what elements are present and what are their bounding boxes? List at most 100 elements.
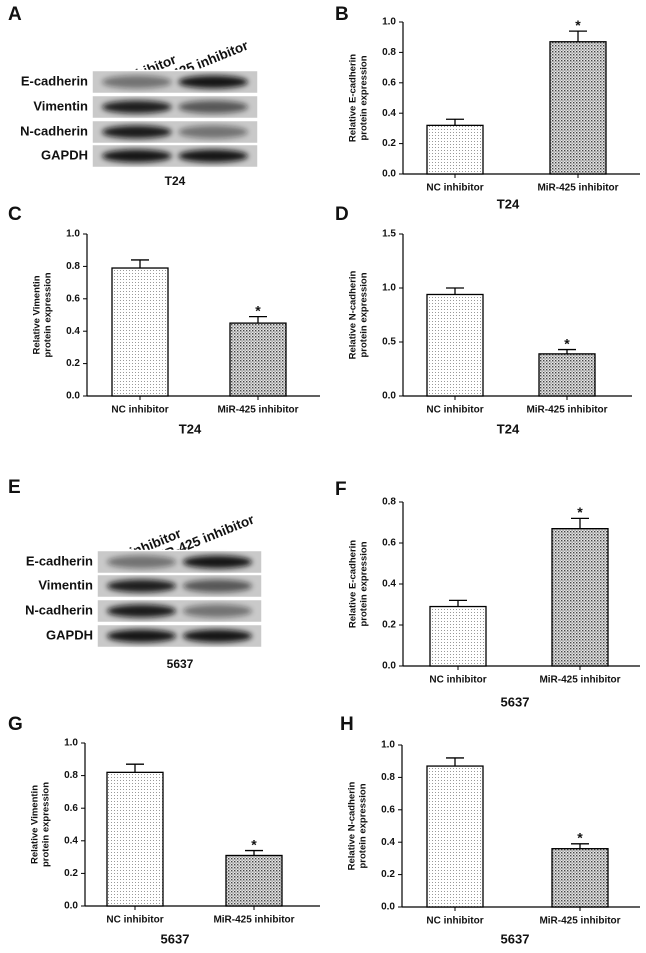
y-tick-label: 0.2 [381, 869, 395, 880]
blot-band [106, 555, 177, 569]
blot-band [101, 100, 172, 114]
bar [426, 765, 484, 908]
y-axis-label: Relative E-cadherin [348, 540, 359, 628]
x-axis-label: 5637 [501, 931, 530, 946]
row-label: GAPDH [41, 147, 88, 162]
row-label: GAPDH [46, 627, 93, 642]
y-axis-label: protein expression [359, 55, 370, 140]
bar [106, 771, 164, 907]
y-axis-label: protein expression [41, 782, 52, 867]
y-tick-label: 0.0 [382, 169, 396, 180]
y-tick-label: 0.0 [66, 391, 80, 402]
x-tick-label: NC inhibitor [429, 675, 486, 686]
y-tick-label: 0.4 [382, 579, 396, 590]
y-tick-label: 0.8 [381, 772, 395, 783]
y-tick-label: 0.0 [64, 901, 78, 912]
row-label: Vimentin [33, 98, 88, 113]
significance-mark: * [577, 504, 583, 520]
y-axis-label: Relative N-cadherin [347, 781, 358, 870]
y-tick-label: 1.0 [382, 283, 396, 294]
significance-mark: * [255, 302, 261, 318]
panel-label: H [340, 714, 354, 735]
y-tick-label: 0.8 [64, 770, 78, 781]
x-axis-label: 5637 [161, 931, 190, 946]
bar [426, 124, 484, 175]
panel-label: D [335, 204, 349, 225]
y-tick-label: 1.5 [382, 229, 396, 240]
blot-band [182, 579, 253, 593]
y-tick-label: 0.0 [382, 661, 396, 672]
blot-band [101, 75, 172, 89]
y-axis-label: protein expression [358, 783, 369, 868]
y-tick-label: 1.0 [66, 229, 80, 240]
y-tick-label: 0.8 [382, 497, 396, 508]
blot-band [101, 125, 172, 139]
panel-label: B [335, 4, 349, 25]
significance-mark: * [575, 17, 581, 33]
bar [549, 41, 607, 175]
blot-band [106, 604, 177, 618]
y-tick-label: 0.6 [64, 803, 78, 814]
panel-label: E [8, 477, 21, 498]
blot-band [106, 579, 177, 593]
y-tick-label: 0.5 [382, 337, 396, 348]
x-tick-label: MiR-425 inhibitor [213, 915, 294, 926]
row-label: N-cadherin [20, 123, 88, 138]
y-axis-label: Relative Vimentin [32, 275, 43, 354]
blot-band [106, 629, 177, 643]
panel-label: A [8, 4, 22, 25]
bar [551, 528, 609, 667]
x-tick-label: NC inhibitor [106, 915, 163, 926]
y-tick-label: 0.8 [382, 47, 396, 58]
blot-band [182, 629, 253, 643]
blot-band [178, 149, 249, 163]
significance-mark: * [564, 335, 570, 351]
y-tick-label: 0.4 [381, 837, 395, 848]
panel-label: C [8, 204, 22, 225]
blot-band [178, 100, 249, 114]
y-axis-label: protein expression [43, 272, 54, 357]
y-tick-label: 0.4 [382, 108, 396, 119]
bar [538, 353, 596, 397]
y-tick-label: 0.2 [382, 138, 396, 149]
y-tick-label: 1.0 [382, 17, 396, 28]
y-axis-label: Relative E-cadherin [348, 54, 359, 142]
y-tick-label: 0.2 [382, 620, 396, 631]
x-tick-label: MiR-425 inhibitor [217, 405, 298, 416]
significance-mark: * [251, 836, 257, 852]
x-tick-label: NC inhibitor [426, 183, 483, 194]
blot-caption: 5637 [167, 657, 194, 671]
blot-caption: T24 [165, 174, 186, 188]
bar [229, 322, 287, 397]
y-axis-label: Relative Vimentin [30, 785, 41, 864]
row-label: E-cadherin [26, 553, 93, 568]
blot-band [178, 125, 249, 139]
x-tick-label: NC inhibitor [111, 405, 168, 416]
y-tick-label: 0.4 [64, 835, 78, 846]
row-label: Vimentin [38, 577, 93, 592]
row-label: E-cadherin [21, 73, 88, 88]
y-tick-label: 0.4 [66, 326, 80, 337]
y-tick-label: 0.6 [381, 804, 395, 815]
y-tick-label: 0.8 [66, 261, 80, 272]
x-axis-label: 5637 [501, 694, 530, 709]
x-tick-label: MiR-425 inhibitor [539, 916, 620, 927]
y-tick-label: 0.2 [66, 358, 80, 369]
y-tick-label: 1.0 [381, 740, 395, 751]
x-tick-label: NC inhibitor [426, 405, 483, 416]
significance-mark: * [577, 830, 583, 846]
panel-label: F [335, 479, 347, 500]
bar [426, 293, 484, 397]
x-axis-label: T24 [179, 421, 202, 436]
y-tick-label: 0.6 [382, 538, 396, 549]
y-tick-label: 0.6 [382, 77, 396, 88]
y-axis-label: protein expression [359, 272, 370, 357]
blot-band [101, 149, 172, 163]
blot-band [182, 604, 253, 618]
bar [111, 267, 169, 397]
x-axis-label: T24 [497, 196, 520, 211]
y-tick-label: 1.0 [64, 738, 78, 749]
x-tick-label: MiR-425 inhibitor [526, 405, 607, 416]
blot-band [178, 75, 249, 89]
